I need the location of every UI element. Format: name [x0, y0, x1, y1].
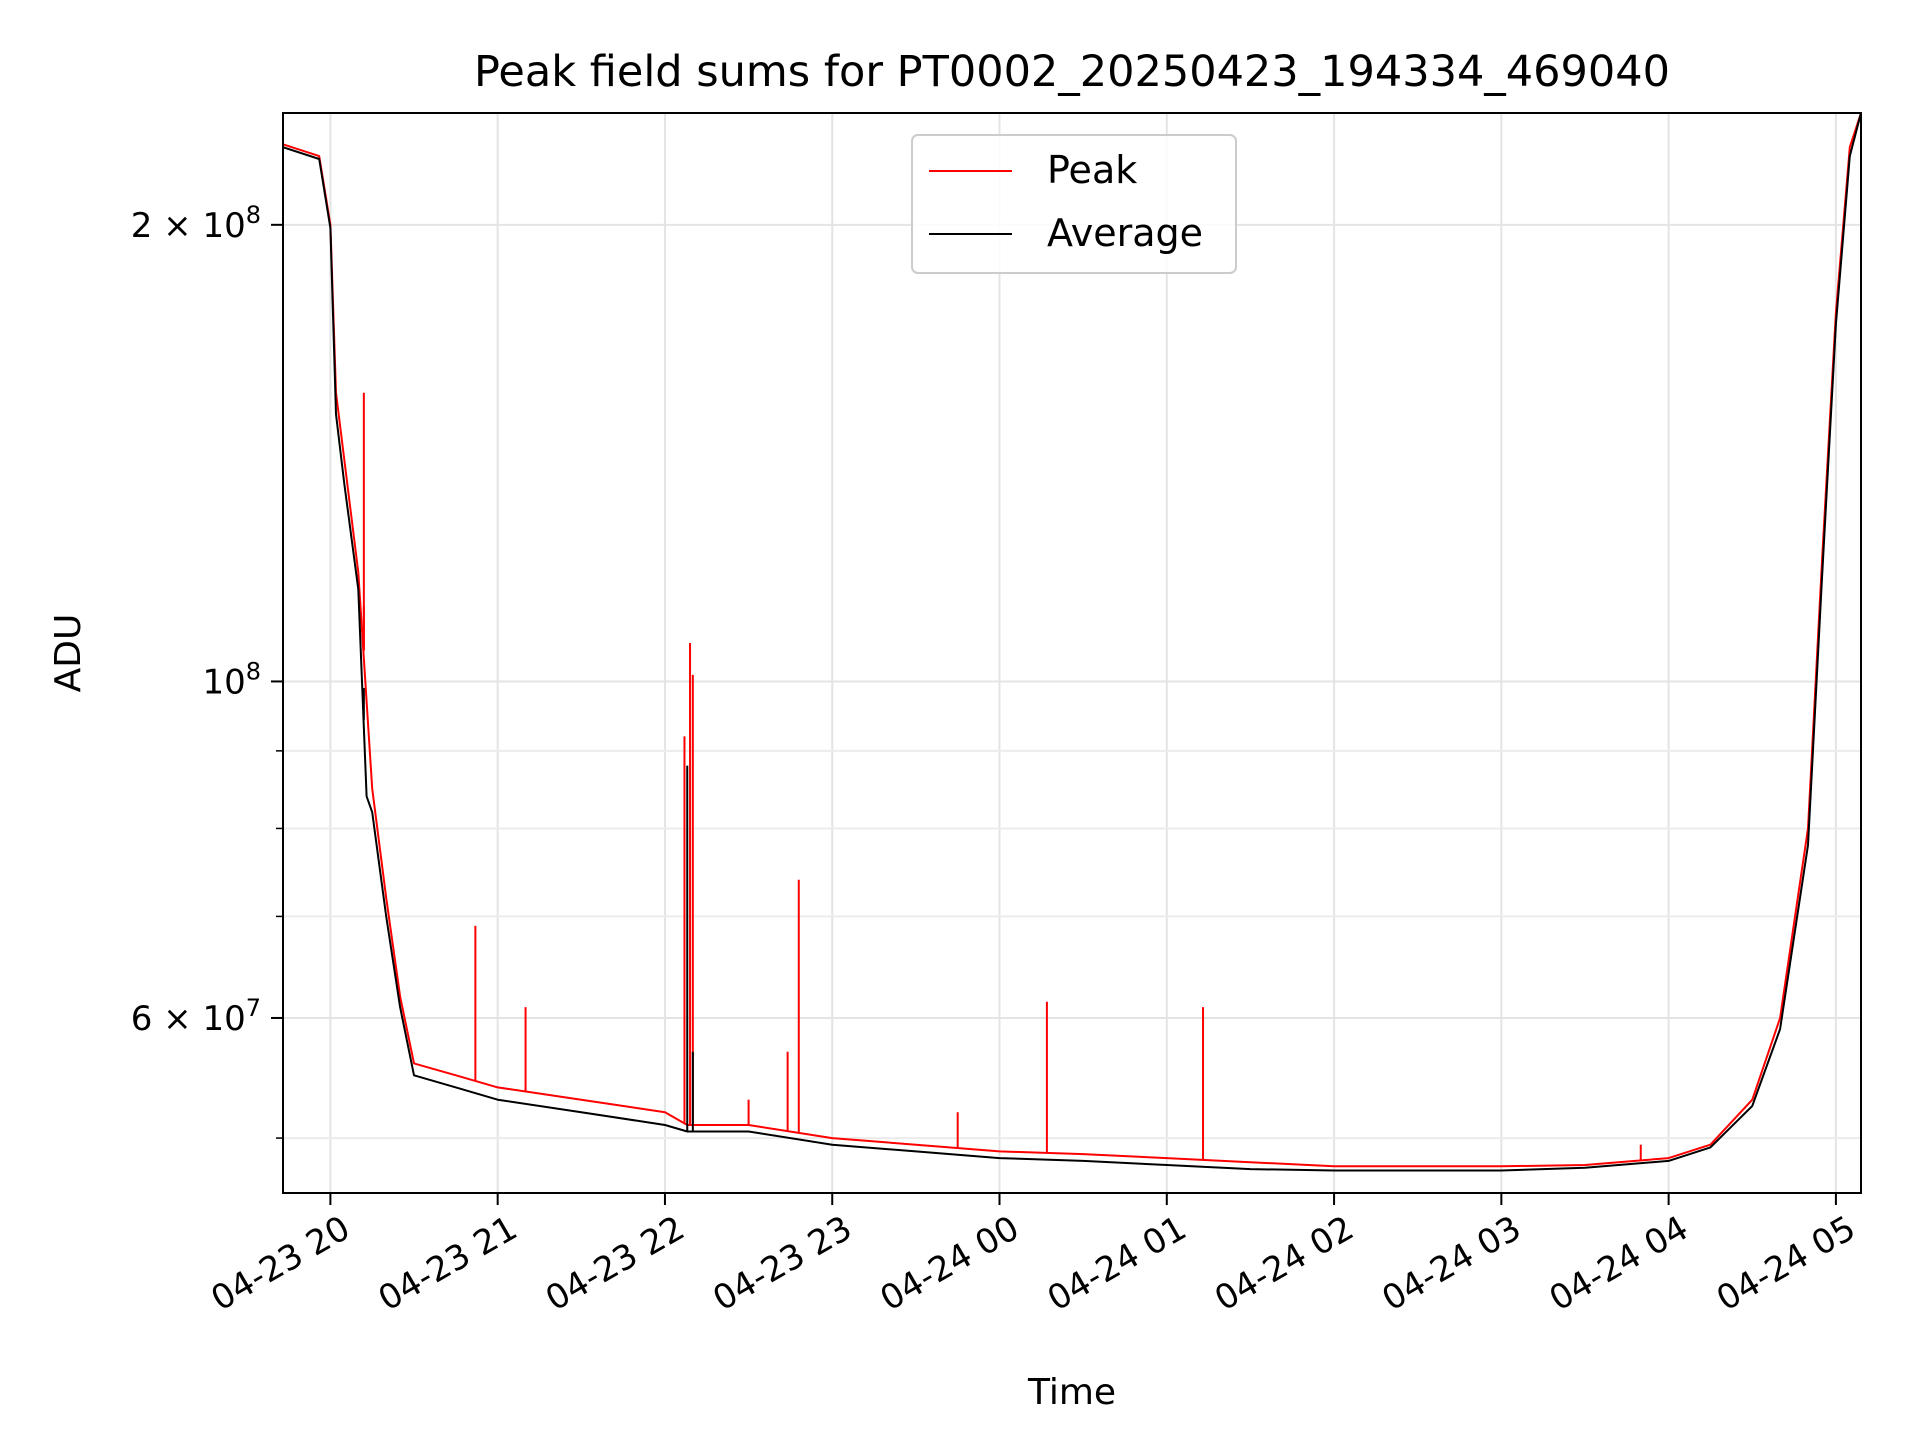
y-tick-label: 2 × 108 — [131, 201, 261, 246]
y-tick-label: 6 × 107 — [131, 994, 261, 1039]
chart-title: Peak field sums for PT0002_20250423_1943… — [474, 47, 1670, 97]
legend-box — [911, 134, 1237, 274]
y-tick-label: 108 — [202, 657, 261, 702]
legend-label-peak: Peak — [1047, 148, 1137, 192]
plot-frame — [282, 112, 1862, 1194]
legend-label-average: Average — [1047, 211, 1203, 255]
x-axis-label: Time — [1027, 1372, 1116, 1413]
y-axis-label: ADU — [48, 614, 89, 693]
series-layer — [283, 113, 1861, 1172]
series-peak-line — [283, 113, 1861, 1168]
series-average-line — [283, 113, 1861, 1172]
y-axis: 2 × 108 108 6 × 107 — [131, 201, 283, 1139]
legend: Peak Average — [911, 134, 1237, 274]
